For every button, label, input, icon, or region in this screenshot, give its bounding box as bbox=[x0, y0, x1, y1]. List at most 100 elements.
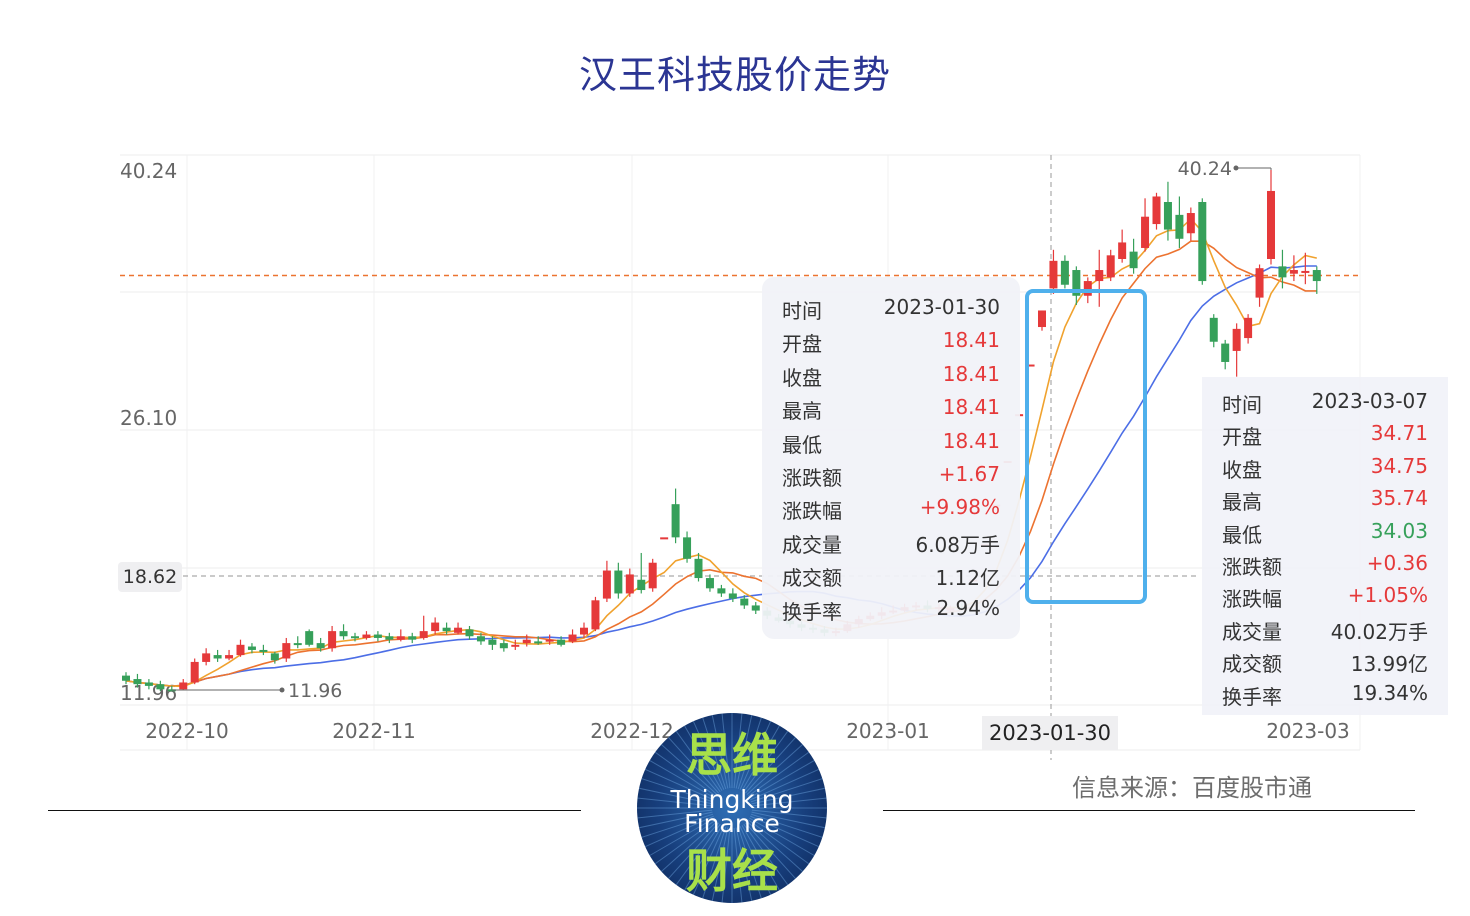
candle bbox=[144, 679, 153, 690]
tooltip-row: 成交量 40.02万手 bbox=[1222, 616, 1428, 648]
candle bbox=[625, 568, 634, 597]
candle-body bbox=[202, 653, 211, 662]
candle-body bbox=[522, 639, 531, 644]
candle bbox=[328, 625, 337, 652]
candle bbox=[373, 631, 382, 642]
tooltip-row: 最低 18.41 bbox=[782, 429, 1000, 461]
tooltip-row: 最高 35.74 bbox=[1222, 486, 1428, 518]
candle bbox=[293, 636, 302, 649]
tooltip-2023-03-07: 时间 2023-03-07 开盘 34.71 收盘 34.75 最高 35.74 最低 34.03… bbox=[1202, 377, 1448, 715]
candle-body bbox=[419, 631, 428, 638]
candle-body bbox=[1278, 266, 1287, 278]
candle bbox=[705, 574, 714, 592]
candle bbox=[568, 629, 577, 644]
candle bbox=[190, 658, 199, 685]
candle bbox=[1175, 196, 1184, 248]
candle-body bbox=[648, 562, 657, 589]
candle-body bbox=[499, 643, 508, 649]
candle bbox=[671, 488, 680, 544]
tooltip-key: 成交额 bbox=[782, 566, 842, 591]
highlight-box bbox=[1025, 289, 1147, 604]
tooltip-2023-01-30: 时间 2023-01-30 开盘 18.41 收盘 18.41 最高 18.41 最低 18.41… bbox=[762, 277, 1020, 639]
tooltip-key: 换手率 bbox=[782, 599, 842, 624]
candle bbox=[683, 531, 692, 563]
candle-body bbox=[236, 644, 245, 656]
candle-body bbox=[270, 653, 279, 661]
tooltip-row: 换手率 2.94% bbox=[782, 596, 1000, 628]
candle-body bbox=[534, 641, 543, 644]
candle-body bbox=[1289, 270, 1298, 274]
candle bbox=[534, 636, 543, 645]
candle-body bbox=[408, 636, 417, 640]
x-tick-label: 2023-01 bbox=[846, 719, 930, 743]
candle bbox=[499, 639, 508, 652]
candle bbox=[1232, 323, 1241, 377]
ma10-line bbox=[125, 240, 1317, 687]
tooltip-key: 收盘 bbox=[782, 365, 822, 390]
tooltip-row: 开盘 34.71 bbox=[1222, 421, 1428, 453]
candle-body bbox=[568, 634, 577, 642]
y-tick-label: 40.24 bbox=[120, 159, 177, 183]
tooltip-value: 18.41 bbox=[942, 395, 1000, 420]
candle bbox=[637, 552, 646, 594]
candle bbox=[488, 636, 497, 650]
candle-body bbox=[247, 646, 256, 650]
candle-body bbox=[580, 627, 588, 635]
candle-body bbox=[133, 679, 142, 685]
candle bbox=[339, 624, 348, 640]
tooltip-key: 涨跌额 bbox=[1222, 555, 1282, 579]
candle bbox=[442, 622, 451, 635]
candle bbox=[740, 595, 749, 609]
tooltip-row: 换手率 19.34% bbox=[1222, 681, 1428, 713]
candle bbox=[1163, 181, 1172, 241]
candle-body bbox=[625, 574, 634, 594]
candle bbox=[1026, 364, 1035, 367]
candle bbox=[282, 637, 291, 662]
candle-body bbox=[683, 537, 692, 559]
candle-body bbox=[179, 682, 188, 690]
tooltip-key: 涨跌额 bbox=[782, 466, 842, 490]
candle-body bbox=[396, 636, 405, 640]
candle bbox=[1198, 198, 1207, 285]
tooltip-value: +1.67 bbox=[938, 462, 1000, 486]
candle bbox=[408, 632, 417, 644]
max-label: 40.24 bbox=[1178, 158, 1232, 180]
candle bbox=[225, 649, 234, 661]
candle-body bbox=[751, 605, 760, 611]
candle-body bbox=[316, 643, 325, 649]
candle bbox=[602, 560, 611, 603]
candle bbox=[1129, 238, 1138, 274]
ma20-line bbox=[125, 265, 1317, 687]
tooltip-value: 2023-01-30 bbox=[883, 295, 1000, 319]
x-tick-label: 2022-12 bbox=[590, 719, 674, 743]
candle-body bbox=[614, 570, 623, 594]
tooltip-value: +9.98% bbox=[919, 495, 1000, 520]
candle-body bbox=[225, 655, 234, 659]
candle-body bbox=[602, 570, 611, 599]
candle-body bbox=[511, 644, 520, 647]
candle-body bbox=[293, 643, 302, 646]
candle-body bbox=[1118, 242, 1127, 259]
tooltip-value: 13.99亿 bbox=[1350, 652, 1428, 677]
candle-body bbox=[637, 579, 646, 591]
candle-body bbox=[671, 504, 680, 538]
candle-body bbox=[282, 643, 291, 659]
logo-text-top: 思维 bbox=[686, 728, 778, 782]
candle-body bbox=[476, 636, 485, 642]
tooltip-row: 涨跌幅 +1.05% bbox=[1222, 583, 1428, 615]
tooltip-value: 35.74 bbox=[1370, 486, 1428, 511]
tooltip-value: 40.02万手 bbox=[1330, 619, 1428, 644]
candle bbox=[454, 622, 463, 635]
candle-body bbox=[740, 598, 749, 606]
source-credit: 信息来源：百度股市通 bbox=[1072, 774, 1312, 802]
candle bbox=[247, 643, 256, 654]
tooltip-value: 2023-03-07 bbox=[1311, 389, 1428, 413]
candle-body bbox=[545, 639, 554, 642]
candle-body bbox=[557, 639, 566, 645]
candle bbox=[694, 552, 703, 582]
tooltip-key: 换手率 bbox=[1222, 684, 1282, 709]
candle bbox=[511, 639, 520, 650]
candle bbox=[1244, 314, 1253, 344]
candle-body bbox=[728, 593, 737, 599]
candle-body bbox=[591, 600, 600, 630]
